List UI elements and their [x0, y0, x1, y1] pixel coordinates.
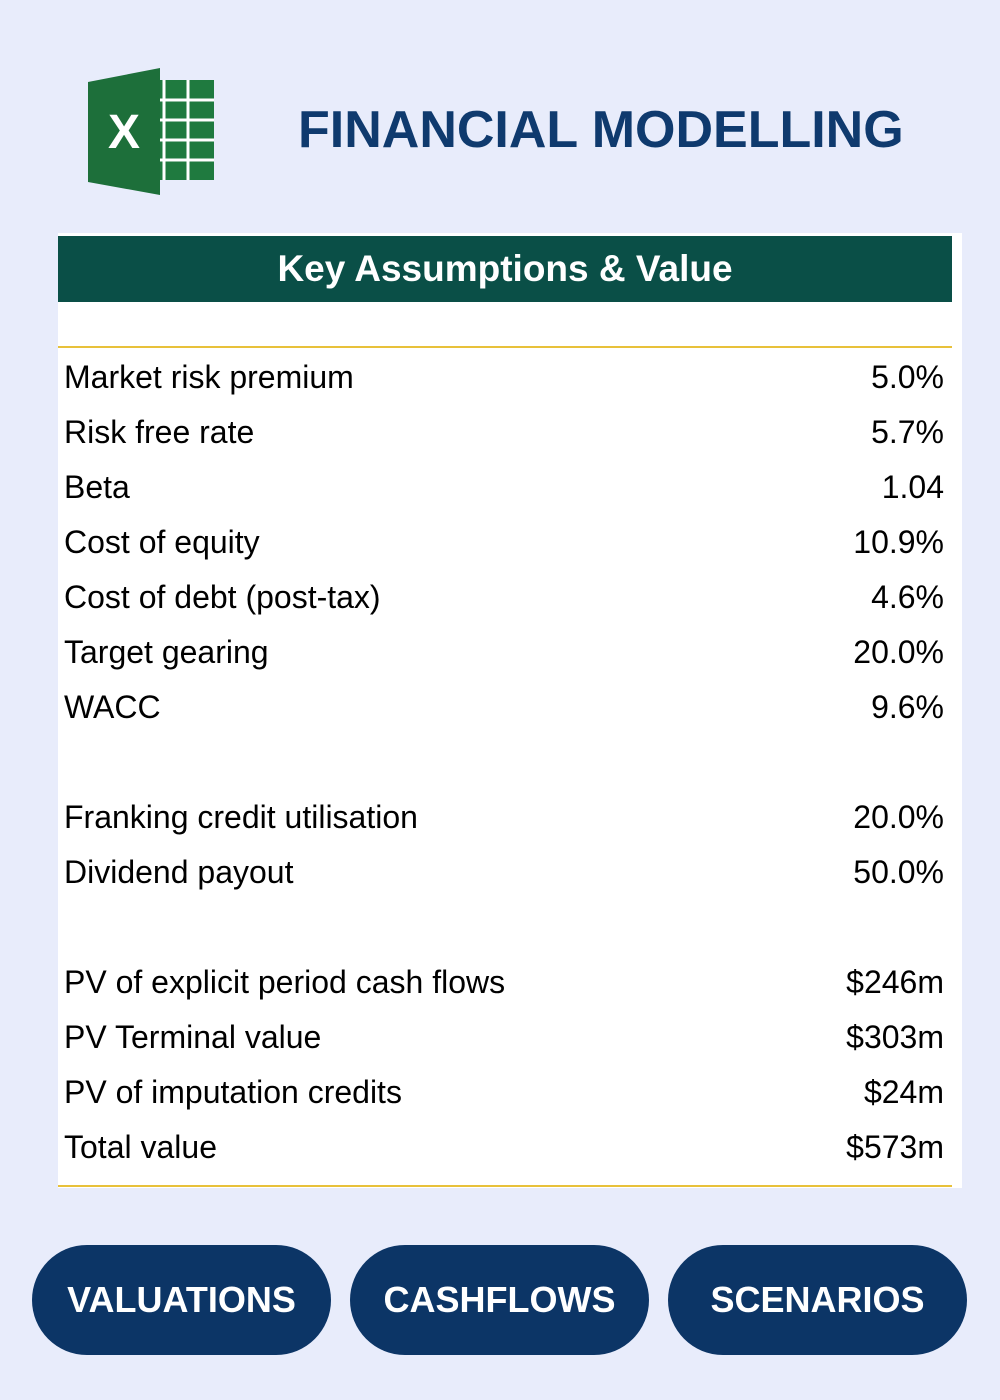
page-title: FINANCIAL MODELLING	[298, 101, 904, 159]
table-row: Cost of equity 10.9%	[64, 522, 944, 562]
row-value: 50.0%	[853, 854, 944, 890]
rule	[58, 346, 952, 348]
nav-button[interactable]: VALUATIONS	[32, 1245, 331, 1355]
table-row: Total value $573m	[64, 1127, 944, 1167]
row-value: 9.6%	[871, 689, 944, 725]
row-label: PV of imputation credits	[64, 1074, 402, 1110]
table-row: PV of explicit period cash flows $246m	[64, 962, 944, 1002]
table-row: WACC 9.6%	[64, 687, 944, 727]
rule	[58, 1185, 952, 1187]
svg-text:X: X	[108, 106, 140, 159]
row-value: 4.6%	[871, 579, 944, 615]
row-label: Total value	[64, 1129, 217, 1165]
row-label: Dividend payout	[64, 854, 294, 890]
row-label: Target gearing	[64, 634, 269, 670]
table-row: Franking credit utilisation 20.0%	[64, 797, 944, 837]
row-label: PV of explicit period cash flows	[64, 964, 506, 1000]
row-label: Franking credit utilisation	[64, 799, 418, 835]
table-row: Dividend payout 50.0%	[64, 852, 944, 892]
row-value: $303m	[846, 1019, 944, 1055]
table-row: Beta 1.04	[64, 467, 944, 507]
nav-button[interactable]: SCENARIOS	[668, 1245, 967, 1355]
nav-button[interactable]: CASHFLOWS	[350, 1245, 649, 1355]
row-label: Cost of debt (post-tax)	[64, 579, 381, 615]
row-label: Beta	[64, 469, 130, 505]
row-label: Market risk premium	[64, 359, 354, 395]
row-value: $24m	[863, 1074, 944, 1110]
row-label: PV Terminal value	[64, 1019, 322, 1055]
row-value: 10.9%	[853, 524, 944, 560]
row-label: Cost of equity	[64, 524, 260, 560]
row-label: WACC	[64, 689, 161, 725]
row-value: $246m	[846, 964, 944, 1000]
row-value: 5.0%	[871, 359, 944, 395]
row-value: 20.0%	[853, 799, 944, 835]
table-row: PV of imputation credits $24m	[64, 1072, 944, 1112]
table-row: Target gearing 20.0%	[64, 632, 944, 672]
row-label: Risk free rate	[64, 414, 255, 450]
assumptions-panel: Key Assumptions & Value Market risk prem…	[58, 233, 962, 1188]
row-value: 20.0%	[853, 634, 944, 670]
row-value: 1.04	[881, 469, 944, 505]
table-row: Cost of debt (post-tax) 4.6%	[64, 577, 944, 617]
table-row: Market risk premium 5.0%	[64, 357, 944, 397]
panel-title: Key Assumptions & Value	[58, 236, 952, 302]
table-row: Risk free rate 5.7%	[64, 412, 944, 452]
row-value: $573m	[846, 1129, 944, 1165]
excel-icon: X	[88, 68, 214, 195]
table-row: PV Terminal value $303m	[64, 1017, 944, 1057]
row-value: 5.7%	[871, 414, 944, 450]
